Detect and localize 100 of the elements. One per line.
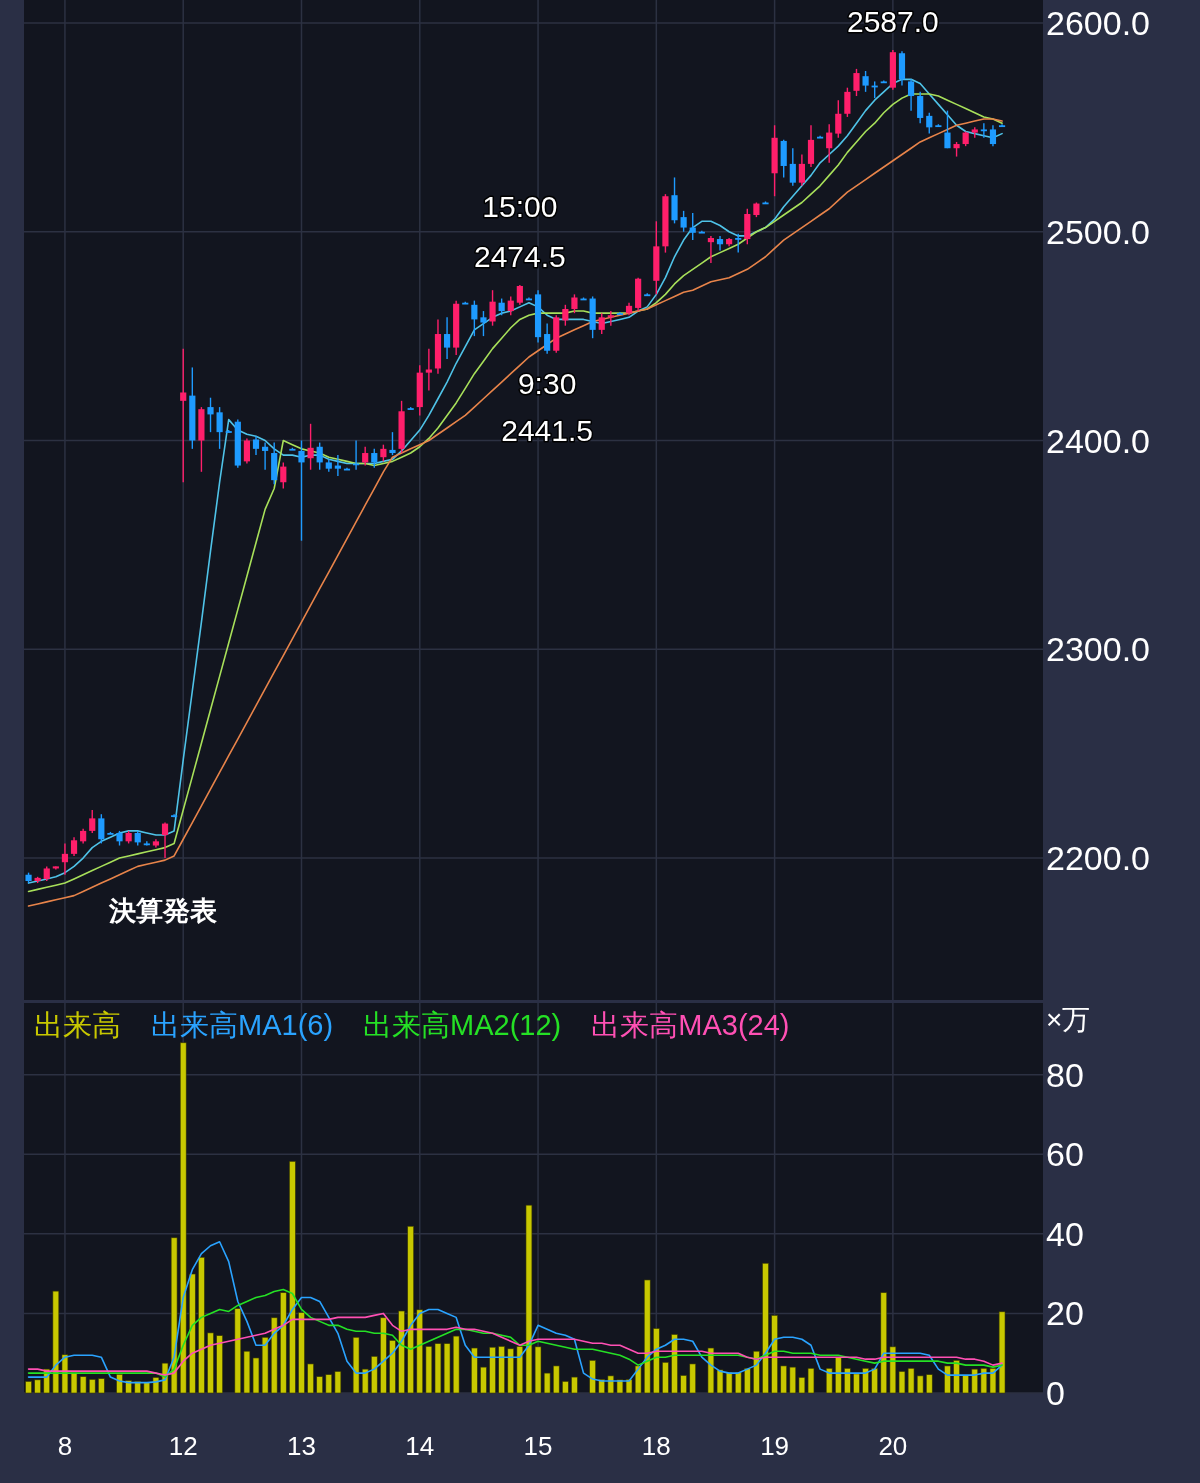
candlestick <box>926 112 933 135</box>
bar <box>926 1374 933 1394</box>
bar <box>380 1317 387 1394</box>
candlestick <box>316 441 323 471</box>
y-tick-label: 2500.0 <box>1046 212 1150 251</box>
bar <box>143 1381 151 1394</box>
bar <box>680 1375 687 1394</box>
annotation: 決算発表 <box>108 896 217 926</box>
bar <box>562 1381 569 1394</box>
bar <box>298 1312 305 1394</box>
candlestick <box>89 809 96 834</box>
x-tick-label: 18 <box>641 1431 671 1461</box>
bar <box>270 1317 278 1394</box>
bar <box>734 1372 742 1394</box>
candlestick <box>507 295 514 316</box>
candlestick <box>789 147 796 187</box>
bar <box>425 1346 433 1394</box>
bar <box>198 1257 205 1394</box>
bar <box>589 1360 596 1394</box>
candlestick <box>707 235 715 264</box>
candlestick <box>216 406 223 450</box>
bar <box>307 1363 314 1394</box>
bar <box>571 1376 578 1394</box>
bar <box>762 1262 769 1394</box>
bar <box>216 1335 223 1394</box>
bar <box>916 1375 924 1394</box>
bar <box>962 1375 969 1394</box>
bar <box>944 1365 951 1394</box>
bar <box>352 1336 360 1394</box>
y-axis-title: ×万 <box>1046 1004 1091 1035</box>
bar <box>88 1379 96 1394</box>
candlestick <box>989 124 997 147</box>
bar <box>835 1356 842 1394</box>
annotation: 2587.0 <box>847 5 939 39</box>
bar <box>116 1374 123 1394</box>
bar <box>170 1237 178 1394</box>
y-tick-label: 60 <box>1046 1135 1084 1174</box>
candlestick <box>844 86 851 118</box>
candlestick <box>489 289 496 327</box>
candlestick <box>362 446 369 467</box>
candlestick <box>598 312 605 335</box>
bar <box>725 1372 733 1394</box>
bar <box>416 1309 424 1394</box>
bar <box>452 1335 460 1394</box>
candlestick <box>516 284 523 306</box>
bar <box>489 1346 496 1394</box>
candlestick <box>680 210 687 233</box>
bar <box>971 1368 979 1394</box>
bar <box>234 1308 242 1394</box>
candlestick <box>980 122 987 139</box>
bar <box>371 1356 378 1394</box>
bar <box>480 1366 487 1394</box>
bar <box>79 1376 87 1394</box>
bar <box>516 1346 524 1394</box>
x-tick-label: 15 <box>523 1431 553 1461</box>
bar <box>134 1381 141 1394</box>
bar <box>389 1340 396 1394</box>
y-tick-label: 40 <box>1046 1214 1084 1253</box>
bar <box>552 1365 560 1394</box>
bar <box>744 1368 751 1394</box>
y-tick-label: 2600.0 <box>1046 3 1150 42</box>
bar <box>98 1378 105 1394</box>
candlestick <box>180 347 187 483</box>
candlestick <box>689 212 696 241</box>
candlestick <box>243 437 250 465</box>
candlestick <box>716 235 724 252</box>
bar <box>853 1373 860 1394</box>
candlestick <box>826 123 833 164</box>
bar <box>980 1368 988 1394</box>
candlestick <box>61 842 69 876</box>
bar <box>407 1225 414 1394</box>
text: 出来高MA3(24) <box>591 1009 790 1041</box>
bar <box>689 1363 696 1394</box>
text: 出来高MA1(6) <box>151 1009 334 1041</box>
bar <box>634 1365 642 1394</box>
bar <box>871 1368 878 1394</box>
bar <box>825 1368 833 1394</box>
x-tick-label: 19 <box>760 1431 790 1461</box>
candlestick <box>443 316 451 360</box>
bar <box>507 1348 515 1394</box>
candlestick <box>917 91 924 124</box>
candlestick <box>853 68 860 97</box>
candlestick <box>835 99 842 139</box>
candlestick <box>735 233 742 254</box>
x-tick-label: 12 <box>168 1431 198 1461</box>
candlestick <box>562 304 569 327</box>
line-series <box>27 1288 1003 1378</box>
candlestick <box>607 310 614 327</box>
bar <box>207 1332 214 1394</box>
candlestick <box>544 322 551 355</box>
bar <box>498 1346 505 1394</box>
bar <box>280 1292 287 1394</box>
y-tick-label: 20 <box>1046 1294 1084 1333</box>
x-tick-label: 20 <box>878 1431 908 1461</box>
candlestick <box>471 299 478 337</box>
line-series <box>27 1240 1003 1384</box>
candlestick <box>425 347 432 392</box>
y-tick-label: 0 <box>1046 1374 1065 1412</box>
bar <box>325 1374 333 1394</box>
candlestick <box>907 78 915 112</box>
